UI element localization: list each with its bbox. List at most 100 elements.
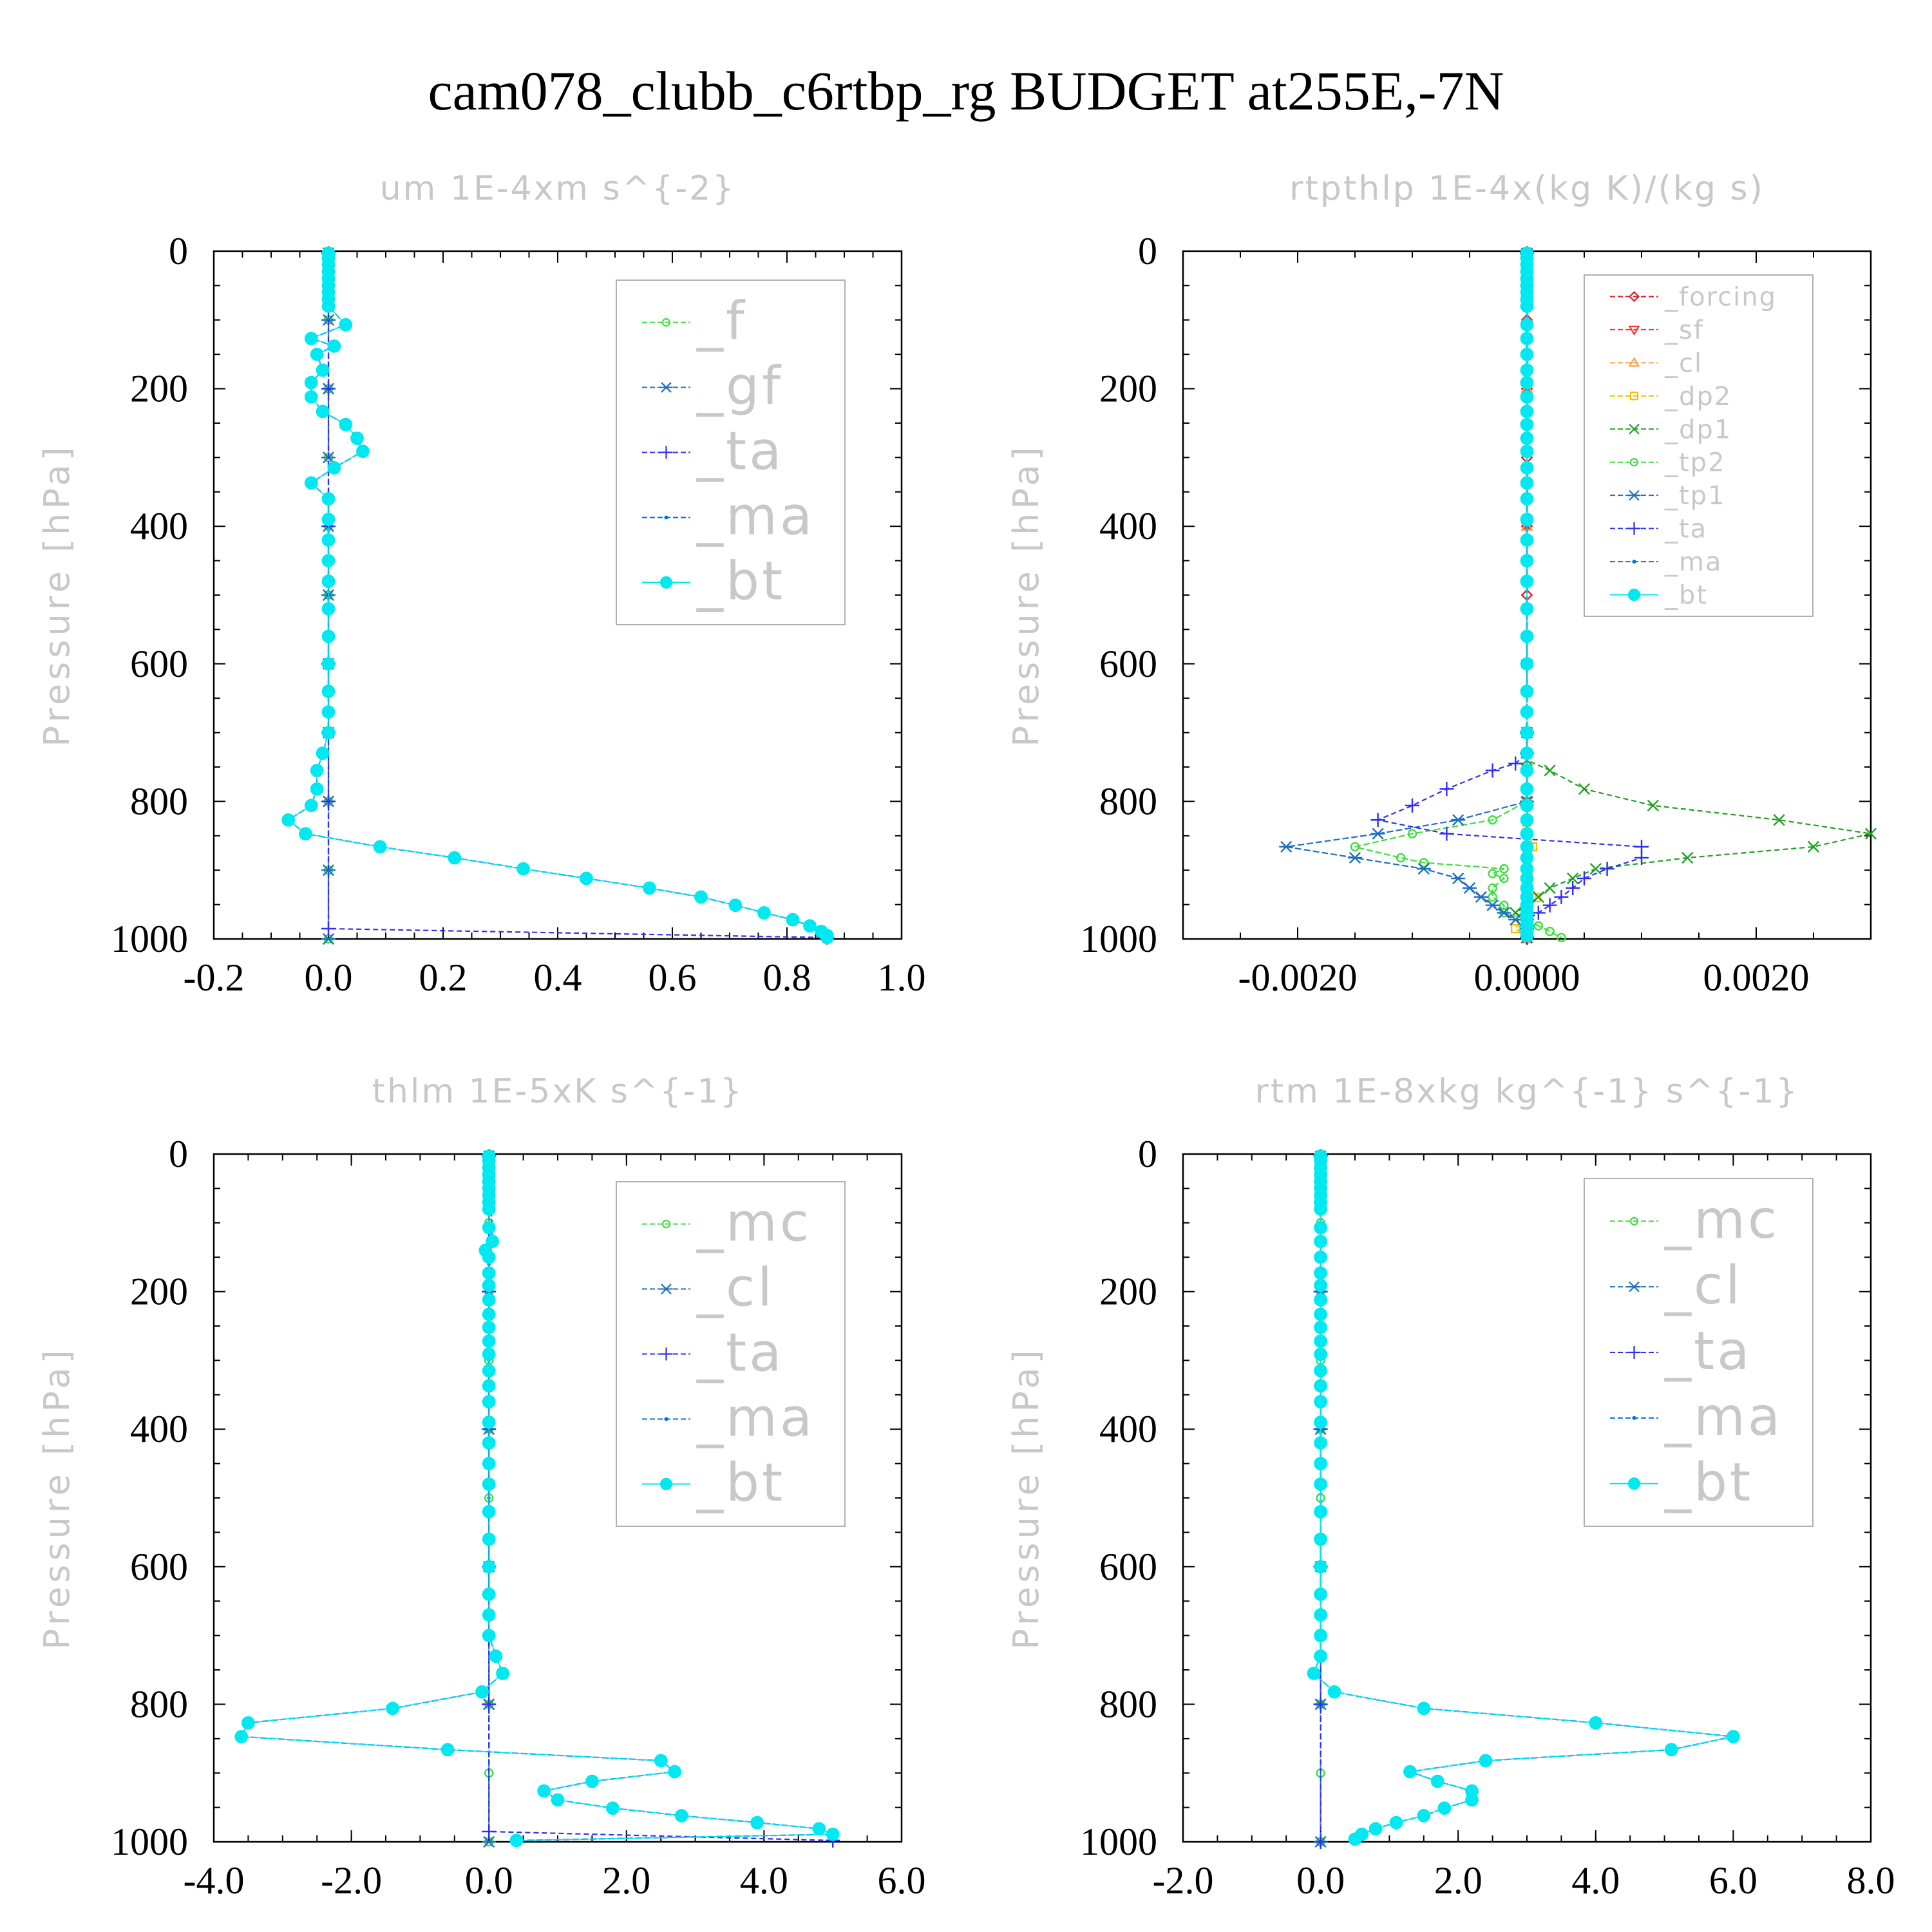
data-point-tp2 [1350, 842, 1360, 852]
data-point-ta [321, 381, 336, 396]
legend-label: _dp1 [1664, 415, 1732, 444]
data-point-dp1 [1567, 872, 1579, 885]
x-tick-label: 0.0 [465, 1859, 513, 1902]
data-point-bt [1520, 347, 1534, 361]
data-point-bt [606, 1801, 620, 1815]
legend-label: _gf [696, 356, 783, 417]
panel-title: um 1E-4xm s^{-2} [380, 169, 736, 208]
legend-label: _cl [1664, 1255, 1743, 1316]
data-point-bt [1520, 492, 1534, 506]
legend-marker [659, 576, 673, 589]
data-point-bt [1520, 417, 1534, 431]
data-point-dp1 [1681, 851, 1694, 864]
data-point-bt [812, 1822, 826, 1836]
legend-label: _cl [696, 1258, 775, 1319]
data-point-ta [1542, 898, 1557, 913]
legend-marker [1629, 392, 1639, 401]
data-point-bt [482, 1395, 496, 1408]
legend-label: _tp2 [1664, 448, 1726, 478]
data-point-bt [643, 881, 656, 895]
legend-marker [659, 1477, 673, 1490]
data-point-tp1 [1416, 862, 1431, 875]
data-point-bt [668, 1765, 681, 1779]
data-point-bt [482, 1364, 496, 1378]
data-point-bt [1314, 1235, 1327, 1249]
legend: _forcing _sf _cl _dp2 _dp1 _tp2_tp1 _ta _ma _bt [1584, 274, 1814, 617]
y-tick-label: 400 [1099, 505, 1157, 547]
data-point-bt [1314, 1436, 1327, 1450]
data-point-ta [482, 1697, 497, 1712]
legend-label: _dp2 [1664, 382, 1732, 412]
data-point-bt [310, 763, 324, 777]
panel-title: rtpthlp 1E-4x(kg K)/(kg s) [1289, 169, 1765, 208]
y-tick-label: 200 [1099, 1271, 1157, 1313]
data-point-bt [1664, 1743, 1678, 1757]
data-point-bt [482, 1278, 496, 1293]
data-point-bt [482, 1379, 496, 1393]
legend-marker [1629, 458, 1639, 467]
data-point-bt [1314, 1608, 1327, 1622]
legend-label: _ta [1664, 515, 1707, 544]
y-tick-label: 800 [130, 1683, 188, 1725]
legend-marker [661, 318, 671, 327]
data-point-ta [1600, 862, 1615, 876]
x-tick-label: -2.0 [321, 1859, 382, 1902]
data-point-bt [1314, 1504, 1327, 1519]
legend: _mc_cl_ta_ma_bt [1584, 1178, 1814, 1527]
series-layer [281, 246, 835, 945]
data-point-bt [1520, 554, 1534, 567]
data-point-ta [1439, 782, 1454, 797]
data-point-bt [674, 1809, 688, 1823]
legend-marker [1627, 588, 1641, 601]
data-point-bt [1520, 813, 1534, 827]
data-point-bt [750, 1815, 764, 1830]
x-tick-label: -4.0 [184, 1859, 245, 1902]
data-point-bt [1314, 1395, 1327, 1408]
data-point-dp1 [1647, 799, 1659, 811]
data-point-bt [304, 375, 318, 390]
data-point-bt [1314, 1250, 1327, 1264]
legend-label: _ma [1664, 547, 1722, 577]
data-point-bt [728, 898, 743, 913]
data-point-bt [786, 913, 800, 927]
data-point-bt [1314, 1457, 1327, 1471]
y-tick-label: 600 [1099, 643, 1157, 685]
data-point-bt [1520, 685, 1534, 698]
data-point-bt [1314, 1307, 1327, 1321]
data-point-bt [304, 332, 318, 346]
data-point-bt [299, 827, 312, 840]
data-point-bt [1520, 705, 1534, 719]
data-point-bt [482, 1320, 496, 1334]
data-point-ta [1508, 756, 1523, 771]
data-point-bt [482, 1504, 496, 1519]
data-point-bt [242, 1716, 255, 1730]
data-point-tp1 [1485, 899, 1500, 911]
data-point-bt [1314, 1416, 1327, 1429]
data-point-bt [482, 1202, 496, 1216]
data-point-bt [516, 862, 530, 876]
data-point-bt [321, 601, 336, 616]
series-layer [1307, 1149, 1740, 1849]
legend-label: _forcing [1664, 282, 1777, 312]
data-point-ta [1566, 880, 1580, 895]
data-point-ta [1634, 850, 1649, 865]
panel-title: rtm 1E-8xkg kg^{-1} s^{-1} [1255, 1072, 1799, 1111]
x-tick-label: 4.0 [1571, 1859, 1620, 1902]
data-point-bt [482, 1457, 496, 1471]
y-tick-label: 1000 [1080, 918, 1157, 960]
y-tick-label: 800 [1099, 780, 1157, 822]
data-point-bt [1314, 1532, 1327, 1546]
data-point-bt [321, 685, 336, 698]
legend-marker [664, 515, 668, 520]
legend-label: _ma [696, 486, 815, 547]
data-point-tp1 [1370, 828, 1385, 840]
data-point-bt [1314, 1278, 1327, 1293]
legend: _f_gf_ta_ma_bt [616, 279, 846, 625]
data-point-gf [321, 314, 336, 326]
data-point-bt [1314, 1364, 1327, 1378]
data-point-ta [1531, 905, 1546, 920]
x-tick-label: 1.0 [878, 956, 926, 999]
data-point-bt [1314, 1266, 1327, 1280]
y-tick-label: 600 [1099, 1546, 1157, 1588]
data-point-ta [1370, 813, 1385, 828]
